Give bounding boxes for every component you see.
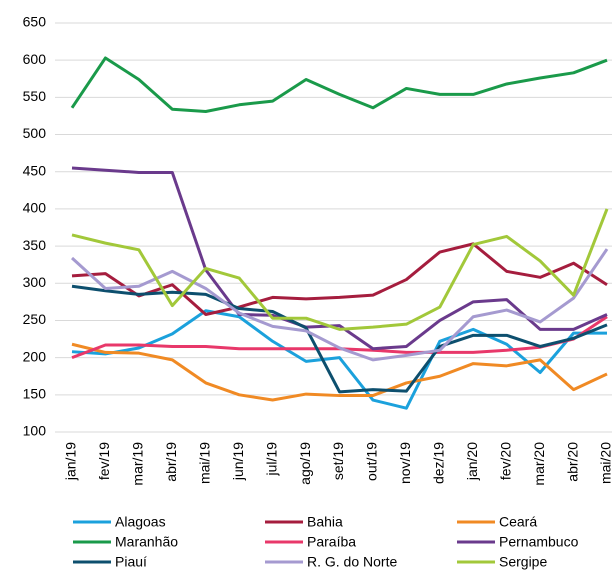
legend-label: Sergipe — [499, 554, 547, 570]
y-tick-label: 100 — [23, 423, 47, 439]
legend-label: Maranhão — [115, 534, 178, 550]
legend-label: Paraíba — [307, 534, 356, 550]
legend-label: Piauí — [115, 554, 147, 570]
y-tick-label: 250 — [23, 311, 47, 327]
x-tick-label: fev/20 — [497, 442, 513, 480]
x-tick-label: mar/20 — [531, 442, 547, 486]
series-line — [71, 309, 607, 410]
y-tick-label: 350 — [23, 237, 47, 253]
x-tick-label: out/19 — [364, 442, 380, 481]
y-tick-label: 650 — [23, 14, 47, 30]
series-line — [71, 208, 609, 331]
legend-label: Pernambuco — [499, 534, 579, 550]
y-tick-label: 550 — [23, 88, 47, 104]
x-tick-label: nov/19 — [397, 442, 413, 484]
series-line — [71, 284, 608, 394]
series-line — [71, 342, 608, 402]
legend-label: Alagoas — [115, 514, 166, 530]
y-tick-label: 600 — [23, 51, 47, 67]
x-tick-label: mai/19 — [196, 442, 212, 484]
series-line — [70, 248, 609, 362]
legend-label: Bahia — [307, 514, 343, 530]
y-tick-label: 450 — [23, 162, 47, 178]
legend-label: R. G. do Norte — [307, 554, 397, 570]
x-tick-label: mai/20 — [598, 442, 614, 484]
series-line — [71, 315, 608, 360]
x-tick-label: jul/19 — [263, 442, 279, 477]
x-tick-label: jun/19 — [230, 442, 246, 481]
x-tick-label: abr/20 — [564, 442, 580, 482]
series-line — [70, 56, 608, 113]
x-tick-label: dez/19 — [431, 442, 447, 484]
y-tick-label: 200 — [23, 348, 47, 364]
series-line — [71, 166, 608, 351]
y-tick-label: 300 — [23, 274, 47, 290]
x-tick-label: set/19 — [330, 442, 346, 480]
x-tick-label: mar/19 — [130, 442, 146, 486]
y-tick-label: 150 — [23, 386, 47, 402]
x-tick-label: ago/19 — [297, 442, 313, 485]
y-tick-label: 400 — [23, 200, 47, 216]
x-tick-label: jan/20 — [464, 442, 480, 481]
x-tick-label: abr/19 — [163, 442, 179, 482]
x-tick-label: fev/19 — [96, 442, 112, 480]
legend-label: Ceará — [499, 514, 537, 530]
x-tick-label: jan/19 — [63, 442, 79, 481]
y-tick-label: 500 — [23, 125, 47, 141]
